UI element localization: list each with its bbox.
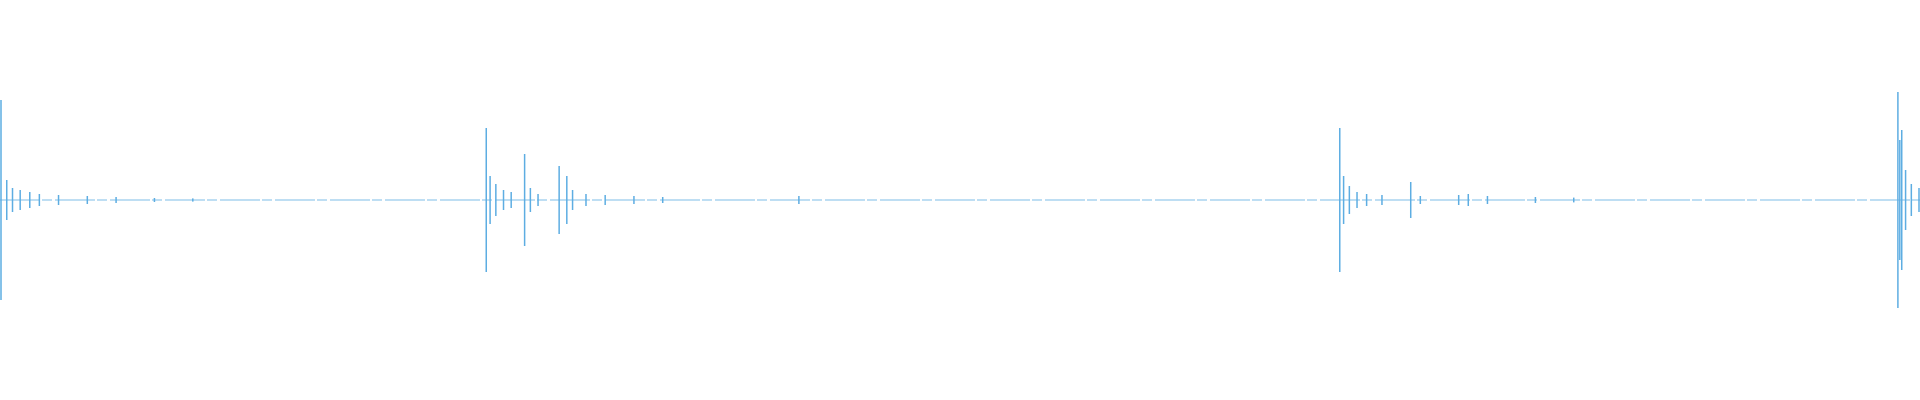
waveform bbox=[0, 92, 1920, 308]
page: (() => { const data = JSON.parse(documen… bbox=[0, 92, 1920, 308]
